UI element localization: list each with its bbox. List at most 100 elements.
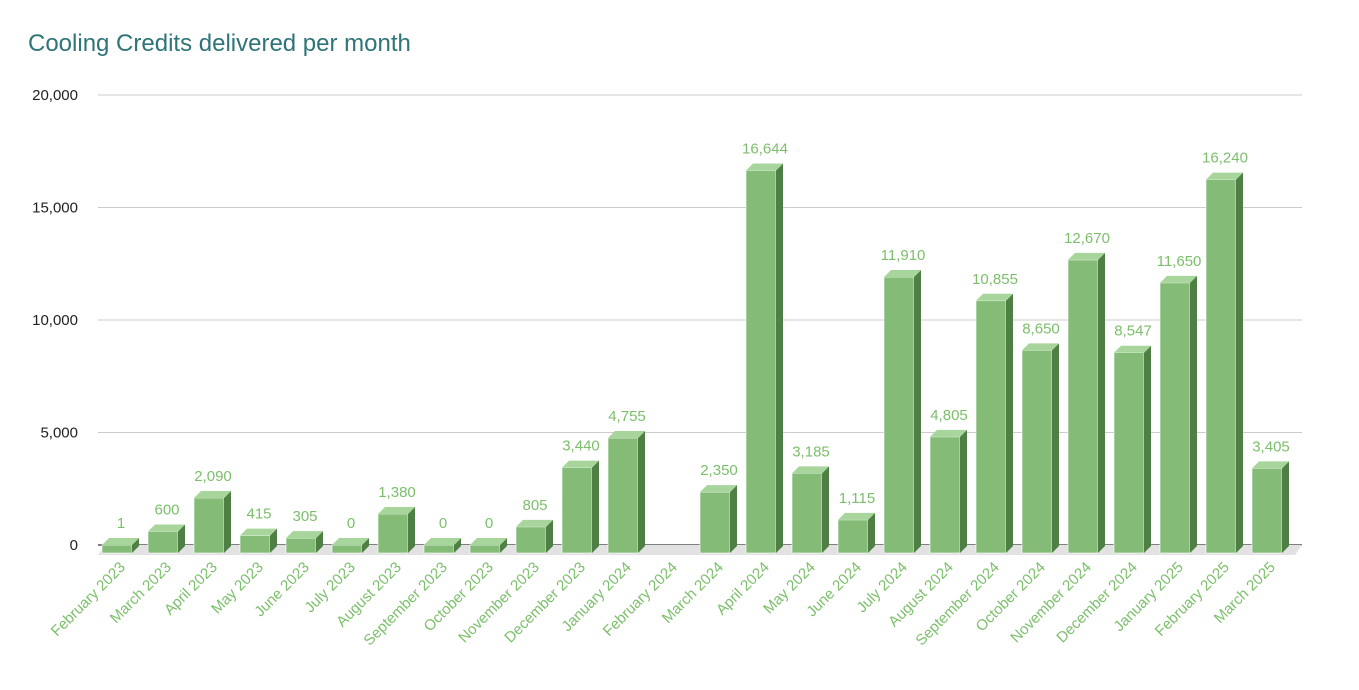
bar [469,538,507,554]
bar [1021,343,1059,554]
bar-front [1021,350,1053,554]
bar [1159,275,1197,554]
data-label: 0 [485,515,493,532]
data-label: 8,547 [1114,323,1152,340]
bar-side [270,528,277,553]
bar-front [1113,352,1145,554]
data-label: 11,910 [881,247,926,264]
data-label: 3,440 [562,438,600,455]
bar-top [332,538,369,545]
bar [331,538,369,554]
bar-front [561,467,593,554]
bar [423,538,461,554]
bar-front [469,544,501,554]
bar-front [1205,179,1237,554]
bar [929,429,967,554]
bar [561,460,599,554]
bar-front [239,535,271,554]
data-label: 4,755 [608,408,646,425]
bar-side [546,519,553,553]
bar-side [1144,345,1151,553]
bar [699,485,737,554]
x-tick-label: November 2024 [1007,559,1094,646]
data-label: 3,185 [792,443,830,460]
data-label: 305 [292,508,317,525]
bar [1113,345,1151,554]
data-label: 16,644 [742,141,788,158]
bar-side [1190,275,1197,553]
bar-side [408,506,415,553]
bar-side [592,460,599,553]
bar-side [1282,461,1289,553]
bar-side [178,524,185,553]
bar-side [822,466,829,553]
bar-side [776,163,783,553]
bar-side [868,512,875,553]
bar-front [699,491,731,554]
bar-front [975,300,1007,554]
bar [1205,172,1243,554]
bar-side [914,270,921,553]
data-label: 10,855 [972,271,1018,288]
data-label: 0 [439,515,447,532]
bar [239,528,277,554]
bar-front [607,437,639,554]
data-label: 1,380 [378,484,416,501]
bar-front [147,531,179,554]
bar [975,293,1013,554]
bar-side [1006,293,1013,553]
bar [791,466,829,554]
bar [193,490,231,554]
bar [515,519,553,554]
bar-side [362,538,369,553]
bar-front [791,473,823,554]
data-label: 16,240 [1202,150,1248,167]
bar-side [316,531,323,553]
data-label: 415 [246,506,271,523]
bar-front [929,436,961,554]
bar-top [1068,252,1105,260]
bar [147,524,185,554]
bar-side [730,485,737,553]
bar-top [470,538,507,545]
bar-top [1160,275,1197,283]
x-tick-label: February 2023 [48,559,129,640]
x-tick-label: December 2023 [501,559,588,646]
bar-side [500,538,507,553]
bar [377,506,415,554]
bar-top [424,538,461,545]
bar-top [102,537,139,545]
bar [837,512,875,554]
bar-front [745,170,777,554]
data-label: 805 [522,497,547,514]
bar [1067,252,1105,554]
bar-front [1067,259,1099,554]
bar-front [331,544,363,554]
bar-front [101,544,133,554]
bar-front [1251,468,1283,554]
bar-top [516,519,553,527]
bar [101,537,139,554]
data-labels: 1 600 2,090 415 305 0 1,380 0 0 805 3,440 4,755 2,35… [117,141,1290,532]
bar-side [960,429,967,553]
bar-top [240,528,277,536]
y-tick-label: 15,000 [32,200,78,217]
data-label: 2,090 [194,468,232,485]
data-label: 2,350 [700,462,738,479]
bar-front [377,513,409,554]
bar-side [224,490,231,553]
bar-front [423,544,455,554]
data-label: 3,405 [1252,438,1290,455]
data-label: 600 [154,502,179,519]
y-tick-label: 20,000 [32,87,78,104]
bar-top [1114,345,1151,353]
bar-front [193,497,225,554]
bar-top [792,466,829,474]
bar-top [976,293,1013,301]
data-label: 1,115 [839,490,875,507]
bar-side [132,537,139,553]
data-label: 0 [347,515,355,532]
bar [607,431,645,554]
